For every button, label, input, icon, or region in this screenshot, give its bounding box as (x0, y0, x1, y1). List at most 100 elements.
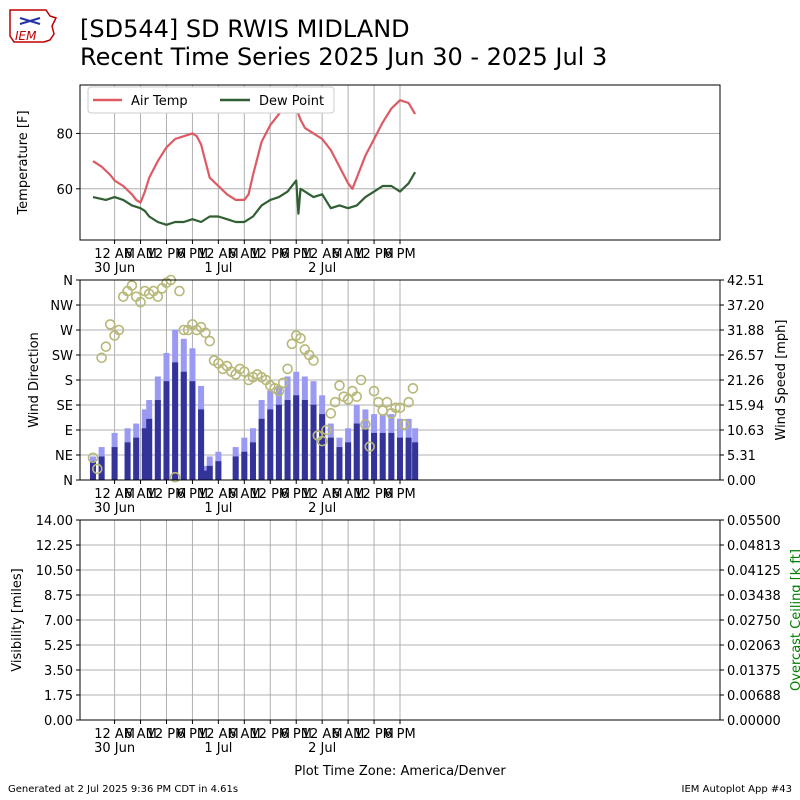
wind-direction-point (308, 355, 319, 366)
wind-speed-bar (301, 400, 308, 480)
wind-speed-bar (293, 395, 300, 480)
wind-speed-bar (206, 465, 213, 480)
wind-speed-bar (405, 437, 412, 480)
wind-speed-bar (189, 381, 196, 480)
wind-direction-point (403, 396, 414, 408)
wind-speed-tick-label: 31.88 (727, 324, 764, 339)
wind-speed-bar (362, 428, 369, 480)
wind-direction-point (282, 363, 293, 375)
wind-xtick-label: 12 PM (354, 487, 394, 502)
ceiling-ytick-label: 0.05500 (727, 514, 781, 529)
temp-ytick-label: 80 (56, 127, 73, 142)
vis-xtick-label: 12 AM (94, 727, 135, 742)
ceiling-ytick-label: 0.00000 (727, 714, 781, 729)
vis-xtick-date-label: 2 Jul (308, 741, 336, 756)
wind-speed-tick-label: 15.94 (727, 399, 764, 414)
vis-ytick-label: 12.25 (36, 539, 73, 554)
legend-dew-point-label: Dew Point (259, 94, 324, 109)
wind-direction-axis-label: Wind Direction (27, 332, 42, 428)
temp-xtick-label: 6 PM (177, 247, 208, 262)
wind-direction-point (295, 333, 306, 344)
wind-speed-tick-label: 5.31 (727, 449, 756, 464)
wind-speed-bar (310, 404, 317, 480)
wind-direction-point (286, 338, 298, 350)
temp-xtick-label: 6 PM (280, 247, 311, 262)
wind-speed-bar (180, 371, 187, 480)
wind-speed-tick-label: 37.20 (727, 299, 764, 314)
wind-speed-bar (215, 461, 222, 480)
wind-direction-point (87, 452, 99, 464)
wind-xtick-label: 6 AM (332, 487, 365, 502)
wind-direction-point (321, 424, 332, 436)
wind-speed-bar (397, 437, 403, 480)
wind-direction-point (364, 441, 376, 452)
temp-xtick-label: 12 PM (147, 247, 187, 262)
wind-direction-point (91, 463, 103, 475)
air-temp-line (92, 96, 417, 204)
wind-direction-point (360, 419, 371, 430)
wind-dir-tick-label: N (63, 274, 73, 289)
temp-xtick-label: 12 AM (198, 247, 239, 262)
temp-xtick-label: 12 AM (302, 247, 343, 262)
wind-speed-bar (146, 418, 153, 480)
generated-timestamp: Generated at 2 Jul 2025 9:36 PM CDT in 4… (8, 784, 239, 795)
temp-xtick-label: 12 PM (250, 247, 290, 262)
vis-xtick-label: 6 AM (332, 727, 365, 742)
wind-direction-point (104, 319, 116, 330)
wind-speed-tick-label: 42.51 (727, 274, 764, 289)
temp-xtick-date-label: 2 Jul (308, 261, 336, 276)
wind-speed-bar (249, 442, 256, 480)
wind-speed-bar (345, 442, 352, 480)
wind-direction-point (169, 471, 181, 483)
vis-xtick-label: 6 AM (124, 727, 157, 742)
vis-xtick-label: 12 PM (250, 727, 290, 742)
wind-direction-point (96, 352, 107, 364)
wind-direction-point (407, 383, 419, 394)
wind-speed-axis-label: Wind Speed [mph] (774, 320, 789, 441)
wind-speed-bar (202, 470, 209, 480)
wind-dir-tick-label: SE (57, 399, 73, 414)
wind-xtick-label: 6 PM (177, 487, 208, 502)
temp-ytick-label: 60 (56, 183, 73, 198)
wind-speed-bar (353, 423, 360, 480)
wind-speed-bar (327, 437, 334, 480)
temp-xtick-label: 6 AM (332, 247, 365, 262)
temp-xtick-label: 12 AM (94, 247, 135, 262)
ceiling-axis-label: Overcast Ceiling [k ft] (789, 549, 800, 691)
dew-point-line (92, 171, 417, 226)
wind-speed-bar (319, 414, 326, 480)
wind-dir-tick-label: NE (55, 449, 73, 464)
wind-direction-point (355, 374, 367, 386)
wind-xtick-date-label: 30 Jun (94, 501, 135, 516)
wind-speed-bar (241, 451, 248, 480)
vis-ytick-label: 5.25 (44, 639, 73, 654)
wind-speed-bar (379, 432, 386, 480)
wind-xtick-label: 12 PM (147, 487, 187, 502)
wind-speed-bar (232, 456, 239, 480)
wind-dir-tick-label: E (65, 424, 73, 439)
vis-ytick-label: 14.00 (36, 514, 73, 529)
ceiling-ytick-label: 0.01375 (727, 664, 781, 679)
timezone-label: Plot Time Zone: America/Denver (294, 764, 506, 779)
vis-xtick-date-label: 30 Jun (94, 741, 135, 756)
wind-speed-bar (172, 362, 179, 480)
wind-speed-bar (284, 400, 291, 480)
wind-direction-point (325, 408, 337, 419)
wind-direction-point (100, 341, 112, 352)
logo-text: IEM (15, 29, 37, 43)
wind-direction-point (381, 396, 393, 408)
wind-dir-tick-label: S (65, 374, 73, 389)
wind-direction-point (174, 285, 185, 297)
temp-xtick-label: 6 AM (228, 247, 261, 262)
wind-speed-bar (412, 442, 419, 480)
ceiling-ytick-label: 0.02063 (727, 639, 781, 654)
wind-speed-bar (154, 400, 161, 480)
vis-xtick-label: 12 PM (147, 727, 187, 742)
vis-xtick-label: 12 PM (354, 727, 394, 742)
temp-xtick-label: 12 PM (354, 247, 394, 262)
wind-direction-point (377, 405, 389, 416)
wind-direction-point (204, 335, 216, 347)
ceiling-ytick-label: 0.04813 (727, 539, 781, 554)
wind-direction-point (334, 380, 345, 391)
